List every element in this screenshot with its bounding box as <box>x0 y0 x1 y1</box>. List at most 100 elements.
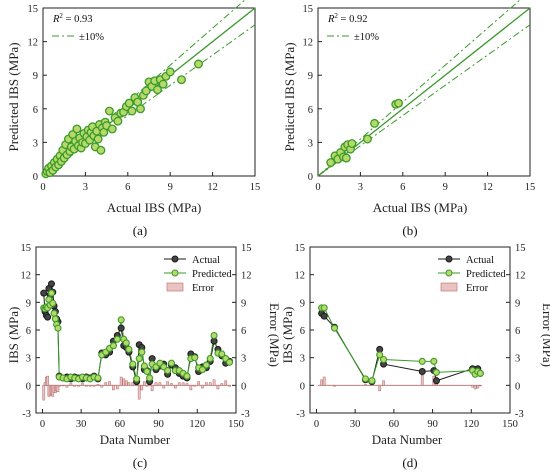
predicted-point-c-30 <box>122 339 130 347</box>
error-bar-c-46 <box>177 382 181 386</box>
error-bar-c-42 <box>162 385 166 389</box>
predicted-point-d-13 <box>476 369 484 377</box>
lower-band-line-a <box>42 24 256 177</box>
x-tick-label-b-4: 12 <box>482 182 493 193</box>
error-bar-d-0 <box>320 379 323 386</box>
predicted-point-d-5 <box>376 351 384 359</box>
error-bar-d-13 <box>478 385 482 387</box>
error-bar-c-26 <box>112 385 115 391</box>
x-tick-label-a-3: 9 <box>168 182 173 193</box>
predicted-point-c-53 <box>202 361 210 369</box>
predicted-point-c-37 <box>143 367 151 376</box>
x-tick-label-d-3: 90 <box>427 419 438 430</box>
actual-point-c-3 <box>44 313 52 321</box>
y-axis-title-d: IBS (MPa) <box>280 307 295 364</box>
error-bar-c-45 <box>174 385 177 389</box>
legend-error-swatch-d <box>440 282 458 292</box>
predicted-point-c-48 <box>183 372 191 380</box>
error-bar-d-12 <box>476 385 480 389</box>
y-axis-title-b: Predicted IBS (MPa) <box>282 42 297 151</box>
y-tick-label-c-1: 0 <box>26 381 31 392</box>
y-tick-label-d-3: 6 <box>300 326 305 337</box>
x-tick-label-b-0: 0 <box>315 182 320 193</box>
y2-tick-label-c-1: 0 <box>241 381 246 392</box>
x-axis-title-d: Data Number <box>372 432 443 447</box>
error-bar-c-32 <box>131 382 135 386</box>
actual-point-d-9 <box>432 377 440 385</box>
data-point-a-65 <box>165 67 175 77</box>
error-bar-c-28 <box>119 376 123 386</box>
error-bar-c-59 <box>228 385 231 387</box>
error-bar-c-14 <box>65 385 69 388</box>
y-tick-label-b-5: 15 <box>303 4 314 15</box>
predicted-point-d-8 <box>430 357 438 365</box>
r2-annotation-b: R2 = 0.92 <box>327 12 367 25</box>
x-tick-label-c-3: 90 <box>153 419 164 430</box>
error-bar-c-18 <box>81 383 84 386</box>
x-tick-label-d-1: 30 <box>350 419 361 430</box>
predicted-point-c-6 <box>47 289 56 297</box>
error-bar-d-7 <box>420 374 424 386</box>
actual-point-c-28 <box>117 324 125 332</box>
data-point-a-22 <box>72 124 82 134</box>
x-tick-label-a-0: 0 <box>40 182 45 193</box>
predicted-point-c-38 <box>145 374 154 382</box>
data-point-a-45 <box>107 124 117 134</box>
error-bar-c-36 <box>143 381 146 386</box>
error-bar-c-27 <box>115 385 119 390</box>
x-tick-label-b-5: 15 <box>525 182 536 193</box>
y2-tick-label-d-4: 9 <box>515 298 520 309</box>
actual-point-c-0 <box>40 289 48 297</box>
error-bar-c-15 <box>69 383 73 386</box>
y-tick-label-a-0: 0 <box>33 172 38 183</box>
error-bar-c-41 <box>158 382 162 386</box>
error-bar-c-0 <box>42 385 46 401</box>
x-tick-label-a-2: 6 <box>125 182 130 193</box>
panel-label-c: (c) <box>133 455 147 470</box>
legend-predicted-label-d: Predicted <box>466 269 506 280</box>
x-axis-title-a: Actual IBS (MPa) <box>107 200 202 215</box>
error-bar-d-11 <box>473 385 477 390</box>
plot-frame-a <box>42 7 256 177</box>
x-tick-label-d-0: 0 <box>314 419 319 430</box>
y-tick-label-a-2: 6 <box>33 105 38 116</box>
error-bar-c-47 <box>181 382 185 386</box>
x-tick-label-b-3: 9 <box>443 182 448 193</box>
error-bar-c-16 <box>73 385 77 387</box>
error-bar-c-3 <box>46 375 49 386</box>
r2-annotation-a: R2 = 0.93 <box>52 12 92 25</box>
panel-a: 0 3 6 9 12 15 0 3 6 9 12 15 R2 = 0.93 ±10% Actual IBS… <box>6 0 260 238</box>
predicted-point-c-26 <box>109 342 117 350</box>
y2-tick-label-c-3: 6 <box>241 326 246 337</box>
predicted-point-c-7 <box>49 299 57 307</box>
y-tick-label-c-0: -3 <box>22 409 31 420</box>
y2-tick-label-d-2: 3 <box>515 354 520 365</box>
y2-tick-label-c-2: 3 <box>241 354 246 365</box>
y2-tick-label-c-6: 15 <box>241 243 252 254</box>
y-tick-label-d-4: 9 <box>300 298 305 309</box>
data-point-b-9 <box>347 139 357 148</box>
y-tick-label-a-3: 9 <box>33 71 38 82</box>
data-point-a-44 <box>104 106 114 116</box>
x-tick-label-b-2: 6 <box>400 182 405 193</box>
error-bar-c-48 <box>185 383 189 386</box>
plot-area-a: 0 3 6 9 12 15 0 3 6 9 12 15 R2 = 0.93 ±10% <box>28 0 260 193</box>
x-tick-label-b-1: 3 <box>358 182 363 193</box>
y-tick-label-d-0: -3 <box>296 409 305 420</box>
error-bar-c-31 <box>127 382 131 386</box>
panel-label-d: (d) <box>402 455 417 470</box>
y2-tick-label-d-3: 6 <box>515 326 520 337</box>
error-bar-d-3 <box>364 384 367 386</box>
predicted-point-c-55 <box>210 331 218 340</box>
error-bar-c-23 <box>100 385 104 388</box>
y-tick-label-a-5: 15 <box>28 4 39 15</box>
data-point-b-13 <box>394 98 404 108</box>
legend-error-label-c: Error <box>192 283 215 294</box>
error-bar-d-5 <box>378 385 382 392</box>
predicted-point-c-36 <box>140 362 148 370</box>
y-tick-label-b-1: 3 <box>308 138 313 149</box>
error-bar-c-13 <box>61 385 65 387</box>
predicted-point-d-2 <box>330 324 339 332</box>
panel-label-a: (a) <box>133 223 147 238</box>
error-bar-c-54 <box>208 382 212 386</box>
